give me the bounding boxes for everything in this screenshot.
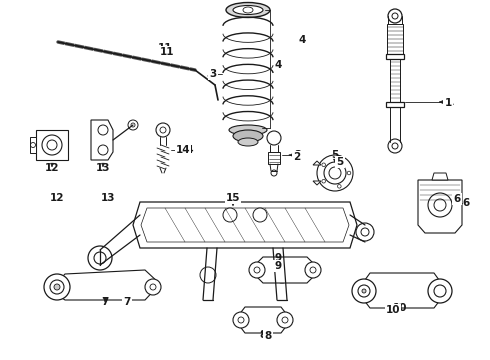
Circle shape <box>428 193 452 217</box>
Circle shape <box>42 135 62 155</box>
Ellipse shape <box>229 125 267 135</box>
Circle shape <box>329 167 341 179</box>
Circle shape <box>249 262 265 278</box>
Text: 8: 8 <box>259 330 267 340</box>
Polygon shape <box>36 130 68 160</box>
Polygon shape <box>133 202 357 248</box>
Text: 14: 14 <box>180 145 195 155</box>
Circle shape <box>324 162 346 184</box>
Text: 9: 9 <box>274 261 282 271</box>
Text: 6: 6 <box>453 194 461 204</box>
Circle shape <box>267 131 281 145</box>
Polygon shape <box>387 24 403 54</box>
Text: 15: 15 <box>226 195 240 205</box>
Ellipse shape <box>233 130 263 142</box>
Circle shape <box>392 13 398 19</box>
Polygon shape <box>313 161 321 165</box>
Circle shape <box>277 312 293 328</box>
Text: 12: 12 <box>50 193 64 203</box>
Ellipse shape <box>233 5 263 14</box>
Polygon shape <box>313 181 321 185</box>
Polygon shape <box>357 273 447 308</box>
Circle shape <box>388 9 402 23</box>
Polygon shape <box>418 180 462 233</box>
Text: 15: 15 <box>226 193 240 203</box>
Text: 8: 8 <box>265 331 271 341</box>
Text: 2: 2 <box>294 152 301 162</box>
Circle shape <box>358 285 370 297</box>
Text: 4: 4 <box>274 60 282 70</box>
Circle shape <box>44 274 70 300</box>
Circle shape <box>150 284 156 290</box>
Circle shape <box>160 127 166 133</box>
Circle shape <box>317 155 353 191</box>
Circle shape <box>305 262 321 278</box>
Polygon shape <box>30 137 36 153</box>
Polygon shape <box>91 120 113 160</box>
Circle shape <box>352 279 376 303</box>
Text: 11: 11 <box>158 43 172 53</box>
Text: 13: 13 <box>96 163 110 173</box>
Text: 4: 4 <box>298 35 306 45</box>
Text: 10: 10 <box>386 305 400 315</box>
Circle shape <box>145 279 161 295</box>
Polygon shape <box>386 102 404 107</box>
Polygon shape <box>235 307 291 333</box>
Text: 14: 14 <box>176 145 190 155</box>
Circle shape <box>47 140 57 150</box>
Polygon shape <box>250 257 320 283</box>
Text: 11: 11 <box>160 47 174 57</box>
Ellipse shape <box>226 3 270 18</box>
Polygon shape <box>386 54 404 59</box>
Ellipse shape <box>238 138 258 146</box>
Circle shape <box>271 170 277 176</box>
Polygon shape <box>268 152 280 164</box>
Circle shape <box>392 143 398 149</box>
Text: 5: 5 <box>336 157 343 167</box>
Circle shape <box>356 223 374 241</box>
Text: 13: 13 <box>101 193 115 203</box>
Polygon shape <box>432 173 448 180</box>
Circle shape <box>223 208 237 222</box>
Circle shape <box>274 267 290 283</box>
Circle shape <box>388 139 402 153</box>
Text: 3: 3 <box>209 69 217 79</box>
Circle shape <box>428 279 452 303</box>
Circle shape <box>128 120 138 130</box>
Text: 3: 3 <box>206 69 214 79</box>
Text: 1: 1 <box>446 97 454 107</box>
Text: 7: 7 <box>123 297 131 307</box>
Circle shape <box>233 312 249 328</box>
Circle shape <box>362 289 366 293</box>
Circle shape <box>156 123 170 137</box>
Circle shape <box>88 246 112 270</box>
Polygon shape <box>50 270 160 300</box>
Circle shape <box>54 284 60 290</box>
Circle shape <box>434 285 446 297</box>
Text: 6: 6 <box>463 198 469 208</box>
Circle shape <box>94 252 106 264</box>
Text: 9: 9 <box>274 253 282 263</box>
Circle shape <box>253 208 267 222</box>
Text: 12: 12 <box>45 163 59 173</box>
Text: 10: 10 <box>393 303 407 313</box>
Circle shape <box>434 199 446 211</box>
Circle shape <box>200 267 216 283</box>
Text: 2: 2 <box>294 150 302 160</box>
Ellipse shape <box>243 7 253 13</box>
Text: 7: 7 <box>101 297 109 307</box>
Circle shape <box>361 228 369 236</box>
Text: 5: 5 <box>331 150 339 160</box>
Circle shape <box>50 280 64 294</box>
Polygon shape <box>141 208 349 242</box>
Text: 1: 1 <box>444 98 452 108</box>
